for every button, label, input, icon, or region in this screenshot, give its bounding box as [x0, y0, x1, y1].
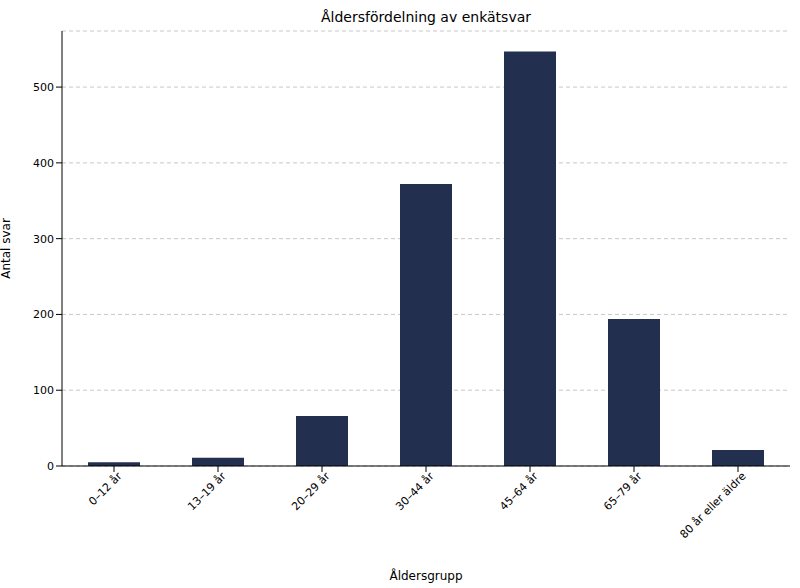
svg-text:500: 500 — [33, 81, 54, 94]
svg-text:45–64 år: 45–64 år — [497, 469, 541, 513]
svg-text:300: 300 — [33, 233, 54, 246]
svg-text:400: 400 — [33, 157, 54, 170]
svg-text:0: 0 — [47, 460, 54, 473]
svg-text:13–19 år: 13–19 år — [185, 469, 229, 513]
svg-text:20–29 år: 20–29 år — [289, 469, 333, 513]
svg-text:0–12 år: 0–12 år — [86, 469, 125, 508]
svg-text:100: 100 — [33, 384, 54, 397]
svg-text:30–44 år: 30–44 år — [393, 469, 437, 513]
svg-text:Antal svar: Antal svar — [8, 218, 13, 279]
svg-text:200: 200 — [33, 308, 54, 321]
svg-text:Åldersgrupp: Åldersgrupp — [389, 568, 462, 583]
html-text:Åldersfördelning av enkätsvar: Åldersfördelning av enkätsvar — [321, 9, 531, 25]
svg-text:80 år eller äldre: 80 år eller äldre — [677, 470, 748, 541]
svg-text:65–79 år: 65–79 år — [601, 469, 645, 513]
